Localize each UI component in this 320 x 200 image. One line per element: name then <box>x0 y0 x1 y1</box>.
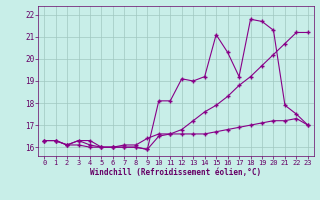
X-axis label: Windchill (Refroidissement éolien,°C): Windchill (Refroidissement éolien,°C) <box>91 168 261 177</box>
